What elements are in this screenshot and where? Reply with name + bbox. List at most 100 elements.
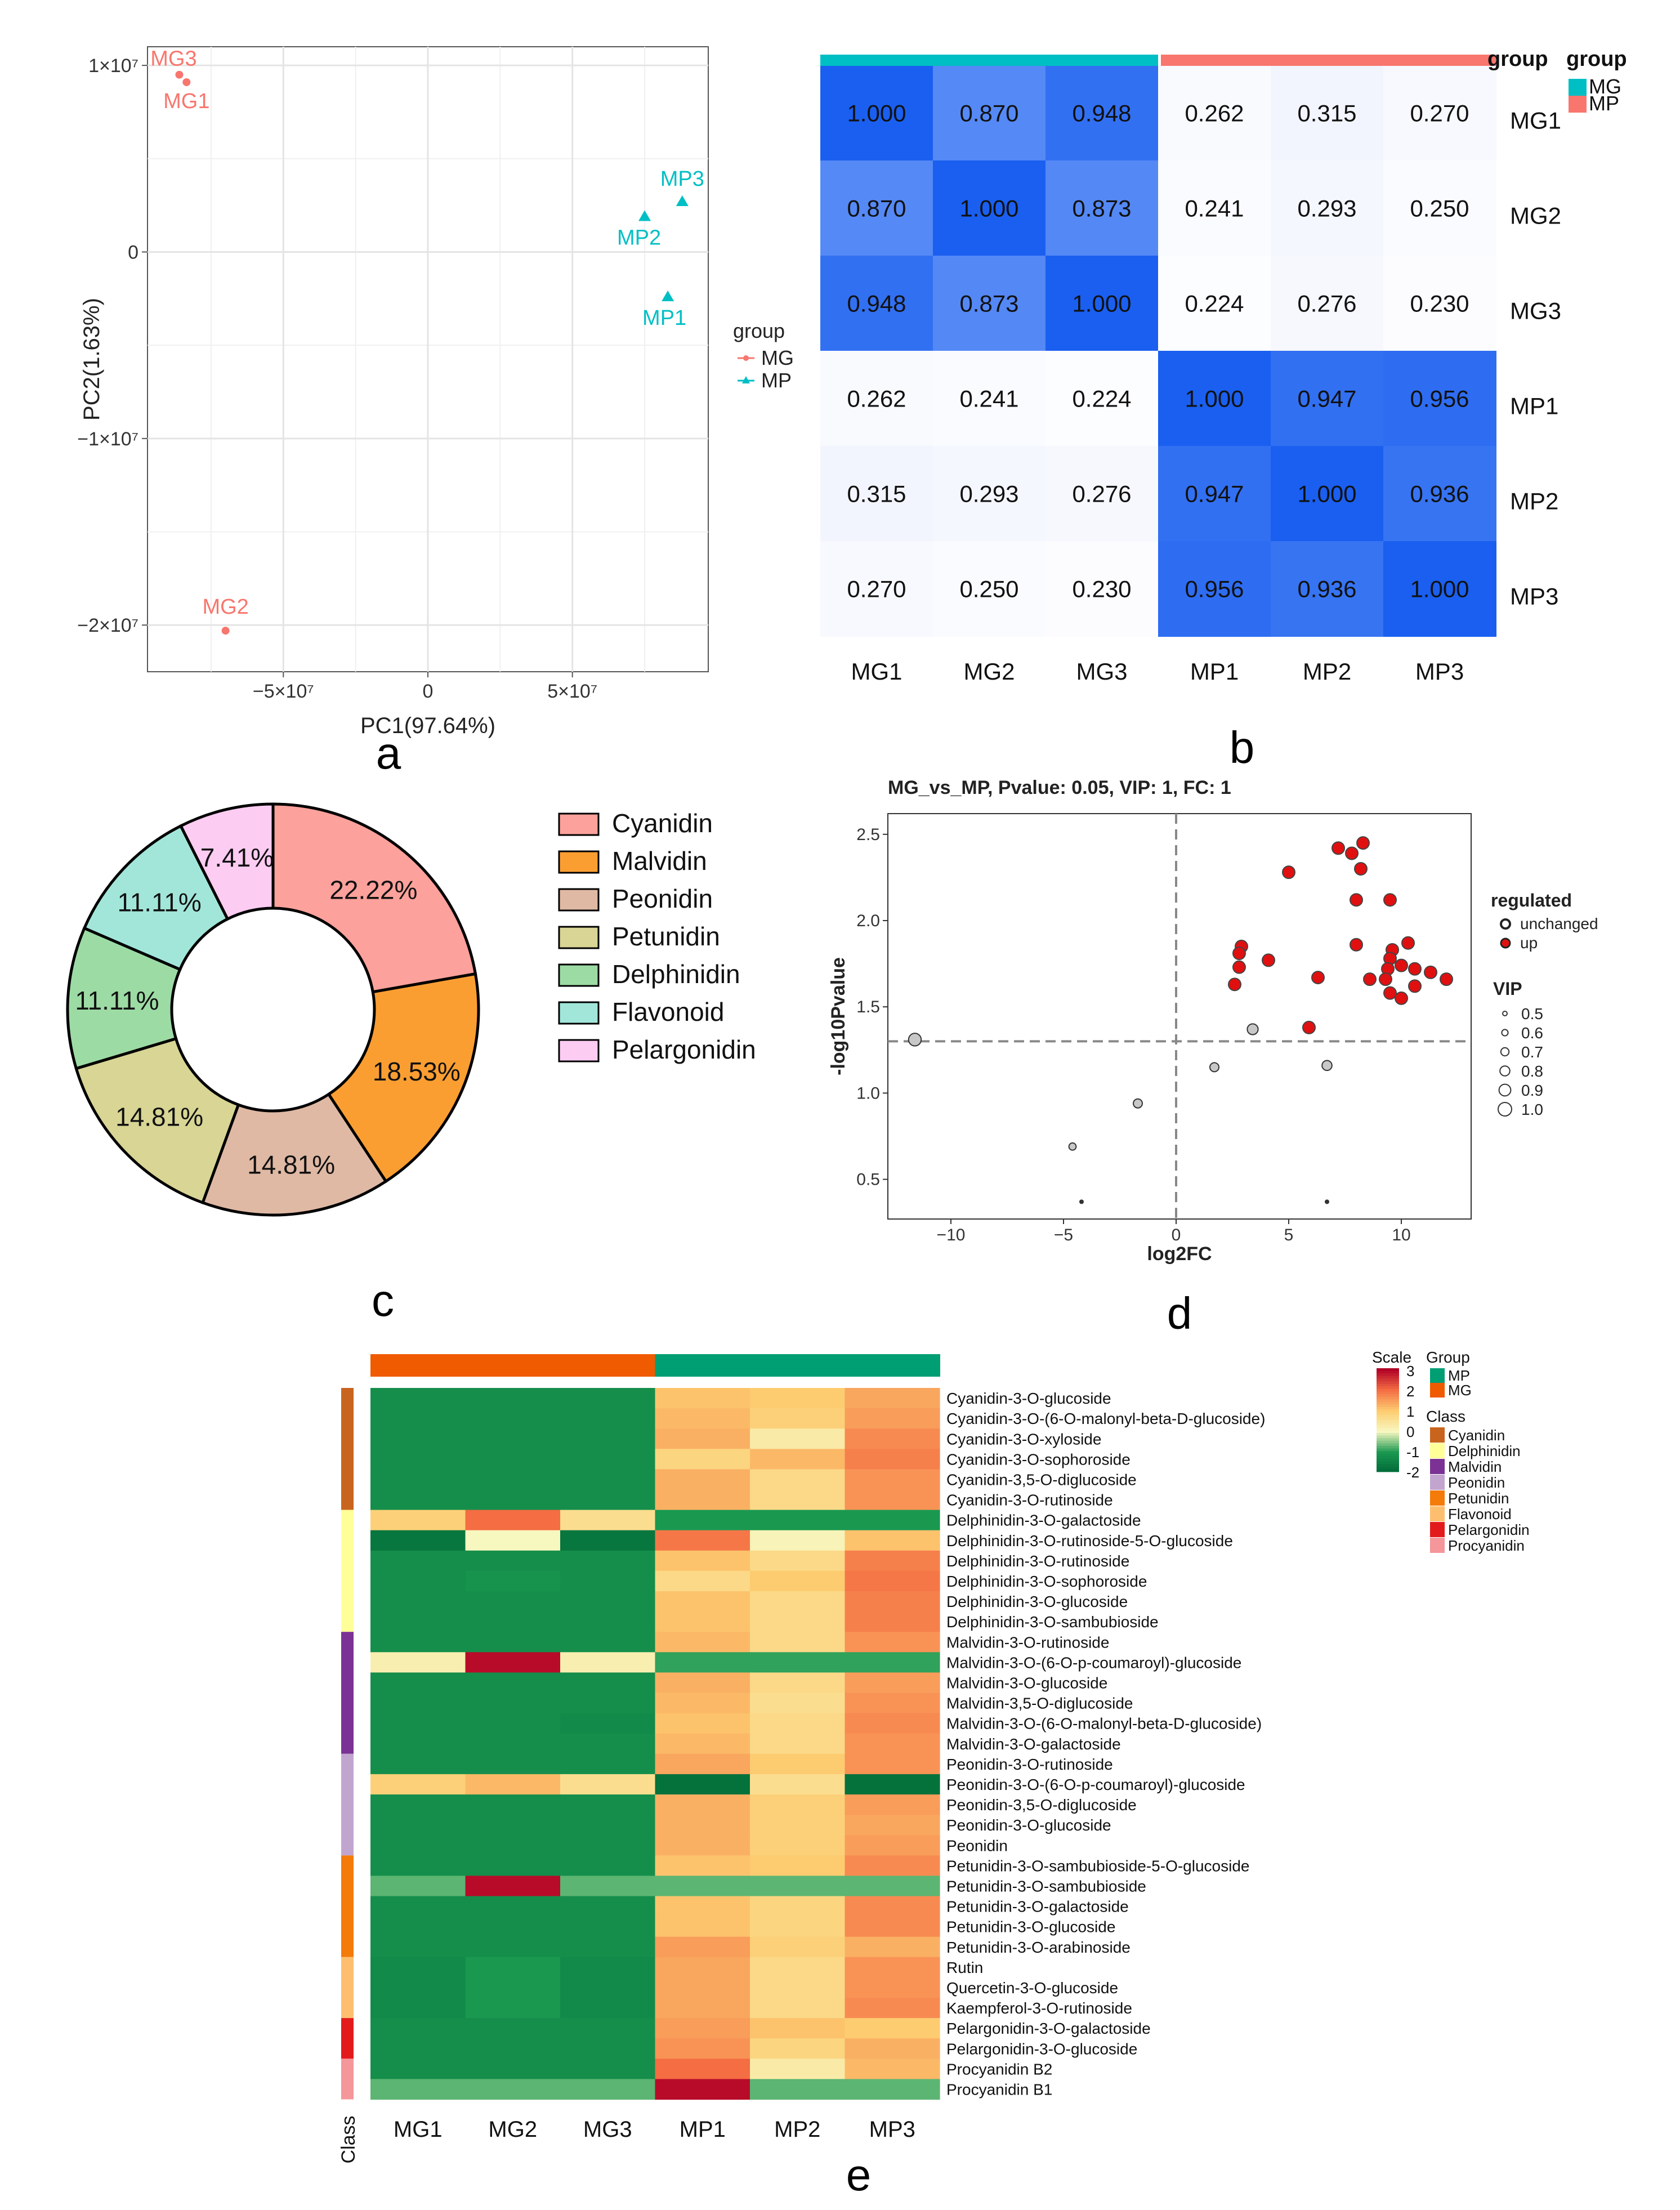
volcano-legend-label: 0.7 [1521, 1043, 1543, 1061]
heat-cell [560, 1815, 656, 1836]
heat-cell [750, 2059, 846, 2079]
heat-scale-bar-step [1377, 1420, 1399, 1423]
heat-cell [560, 1896, 656, 1917]
heat-cell [750, 1876, 846, 1897]
heat-scale-bar-step [1377, 1469, 1399, 1472]
corr-cell [1045, 351, 1159, 447]
heat-row-label: Peonidin-3-O-(6-O-p-coumaroyl)-glucoside [946, 1776, 1245, 1793]
corr-cell [1045, 446, 1159, 542]
heat-cell [750, 1652, 846, 1673]
heat-cell [655, 1896, 750, 1917]
heat-cell [560, 2079, 656, 2100]
corr-cell [1045, 160, 1159, 256]
heat-row-label: Delphinidin-3-O-rutinoside-5-O-glucoside [946, 1532, 1233, 1550]
donut-legend-swatch [558, 1039, 600, 1062]
heat-cell [370, 1449, 466, 1470]
corr-cell [933, 160, 1046, 256]
corr-legend-label: MP [1589, 92, 1619, 115]
corr-group-bar-segment [1383, 55, 1496, 66]
corr-cell [1045, 541, 1159, 637]
volcano-point-up [1354, 862, 1368, 876]
heat-cell [465, 1876, 561, 1897]
volcano-point-unchanged [1246, 1023, 1259, 1035]
heat-cell [750, 1570, 846, 1592]
donut-slice [82, 824, 230, 972]
heat-scale-tick-label: 2 [1406, 1383, 1414, 1400]
heat-scale-bar-step [1377, 1414, 1399, 1418]
corr-row-label: MP2 [1510, 488, 1558, 515]
heat-cell [465, 1815, 561, 1836]
volcano-point-up [1383, 893, 1397, 907]
heat-row-label: Delphinidin-3-O-sophoroside [946, 1573, 1147, 1590]
heat-cell [655, 1530, 750, 1551]
corr-col-label: MP1 [1190, 658, 1239, 685]
heat-scale-bar-step [1377, 1383, 1399, 1387]
heat-cell [655, 1855, 750, 1876]
heat-row-label: Quercetin-3-O-glucoside [946, 1979, 1118, 1997]
heat-cell [370, 1632, 466, 1653]
heat-cell [560, 1672, 656, 1694]
donut-chart-panel: 22.22% 18.53% 14.81% 14.81% 11.11% 11.11% 7.41… [66, 802, 756, 1217]
heat-scale-bar-step [1377, 1448, 1399, 1452]
volcano-plot-area [887, 813, 1472, 1220]
corr-cell [820, 351, 933, 447]
corr-cell-value: 1.000 [1410, 576, 1469, 602]
volcano-plot-panel: MG_vs_MP, Pvalue: 0.05, VIP: 1, FC: 1 −10… [828, 777, 1598, 1265]
volcano-point-unchanged [1209, 1062, 1219, 1073]
heat-class-bar-segment [341, 1753, 354, 1856]
pca-point-label: MP2 [617, 226, 661, 250]
corr-cell-value: 1.000 [847, 100, 906, 127]
corr-cell [820, 65, 933, 161]
heat-cell [560, 1550, 656, 1571]
heat-scale-bar-step [1377, 1409, 1399, 1413]
pca-y-tick-label: −2×10⁷ [77, 615, 138, 636]
heat-cell [845, 1469, 940, 1490]
volcano-legend-marker-unchanged [1500, 918, 1511, 930]
heat-class-axis-label: Class [338, 2115, 359, 2163]
heat-col-label: MP3 [869, 2117, 915, 2142]
donut-slice-label: 11.11% [75, 986, 159, 1015]
donut-slice-label: 22.22% [329, 875, 417, 904]
heat-cell [465, 1916, 561, 1937]
heat-cell [560, 1489, 656, 1511]
heat-cell [655, 1733, 750, 1754]
panel-label-a: a [376, 728, 401, 778]
heat-cell [845, 2018, 940, 2039]
heat-cell [750, 1977, 846, 1998]
heat-scale-bar-step [1377, 1459, 1399, 1462]
heat-scale-bar-step [1377, 1368, 1399, 1371]
donut-legend-swatch [558, 1001, 600, 1025]
heat-group-bar-segment [750, 1354, 846, 1377]
heat-cell [750, 1530, 846, 1551]
heat-row-label: Petunidin-3-O-galactoside [946, 1898, 1129, 1916]
pca-point-label: MP1 [642, 306, 686, 330]
heat-row-label: Kaempferol-3-O-rutinoside [946, 1999, 1132, 2017]
heat-scale-bar-step [1377, 1456, 1399, 1459]
heat-cell [655, 2059, 750, 2079]
pca-legend-label: MG [761, 346, 794, 369]
heat-cell [370, 2079, 466, 2100]
volcano-point-up [1383, 986, 1397, 1000]
pca-y-tick-label: 0 [128, 242, 138, 263]
heat-cell [655, 1611, 750, 1632]
volcano-legend-label: 1.0 [1521, 1101, 1543, 1118]
heat-legend-class-swatch [1430, 1490, 1445, 1506]
heat-scale-bar-step [1377, 1443, 1399, 1446]
corr-col-label: MG3 [1076, 658, 1127, 685]
volcano-x-tick-label: −10 [937, 1226, 966, 1244]
heat-cell [655, 1998, 750, 2019]
heat-scale-tick-label: 1 [1406, 1403, 1414, 1420]
heat-cell [750, 1753, 846, 1775]
corr-cell-value: 0.873 [959, 291, 1018, 317]
heat-cell [845, 1611, 940, 1632]
heat-cell [465, 1693, 561, 1714]
heat-cell [845, 1896, 940, 1917]
volcano-point-up [1282, 865, 1295, 879]
heat-cell [465, 1713, 561, 1734]
heat-cell [370, 1550, 466, 1571]
heat-cell [465, 1733, 561, 1754]
heat-scale-bar-step [1377, 1386, 1399, 1390]
heat-cell [465, 2038, 561, 2059]
heat-scale-title: Scale [1372, 1349, 1411, 1366]
volcano-point-up [1232, 960, 1246, 974]
